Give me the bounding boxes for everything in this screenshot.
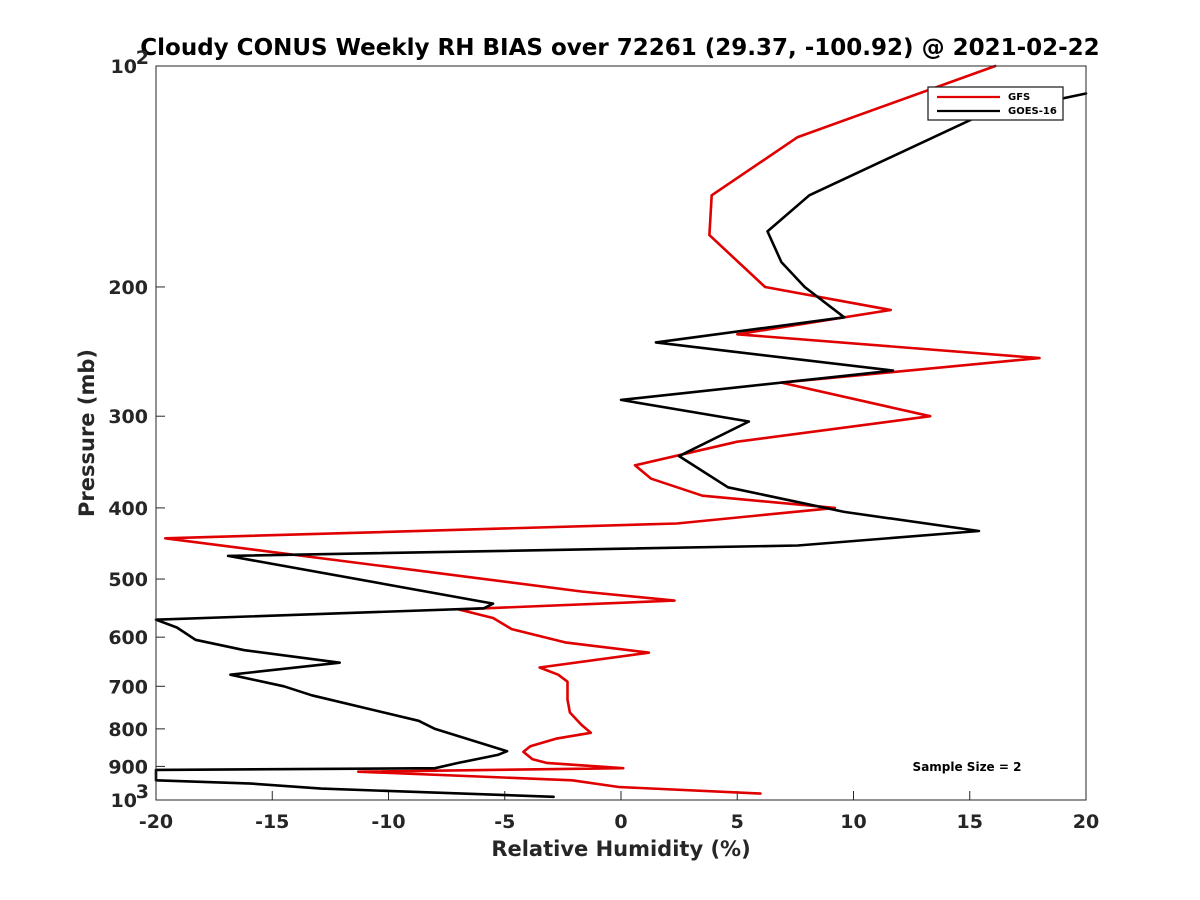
x-tick-label: -5 (494, 811, 515, 833)
series-line-goes-16 (154, 92, 1088, 799)
chart-title: Cloudy CONUS Weekly RH BIAS over 72261 (… (140, 35, 1099, 61)
y-tick-label: 700 (108, 676, 148, 698)
y-tick-exponent: 2 (136, 47, 149, 69)
series-line-gfs (164, 64, 1041, 795)
y-axis-label: Pressure (mb) (75, 349, 99, 517)
y-tick-label: 600 (108, 627, 148, 649)
x-axis-ticks: -20 -15 -10 -5 0 5 10 15 20 (139, 791, 1099, 833)
x-tick-label: 10 (840, 811, 866, 833)
y-tick-label: 200 (108, 277, 148, 299)
y-tick-exponent: 3 (136, 781, 149, 803)
x-axis-label: Relative Humidity (%) (491, 837, 750, 861)
y-tick-label: 10 (111, 790, 137, 812)
plot-frame (155, 65, 1087, 801)
legend-label-gfs: GFS (1008, 92, 1030, 103)
y-tick-label: 300 (108, 406, 148, 428)
legend-label-goes-16: GOES-16 (1008, 106, 1057, 117)
x-tick-label: 5 (731, 811, 744, 833)
x-tick-label: -20 (139, 811, 173, 833)
x-tick-label: 0 (614, 811, 627, 833)
x-tick-label: -10 (371, 811, 405, 833)
x-tick-label: -15 (255, 811, 289, 833)
y-tick-label: 10 (111, 56, 137, 78)
y-tick-label: 400 (108, 498, 148, 520)
plot-series (154, 64, 1088, 799)
legend: GFS GOES-16 (927, 86, 1064, 121)
y-tick-label: 800 (108, 719, 148, 741)
x-tick-label: 15 (957, 811, 983, 833)
y-tick-label: 500 (108, 569, 148, 591)
legend-box (927, 86, 1064, 121)
sample-size-annotation: Sample Size = 2 (913, 760, 1022, 774)
x-tick-label: 20 (1073, 811, 1099, 833)
y-tick-label: 900 (108, 756, 148, 778)
